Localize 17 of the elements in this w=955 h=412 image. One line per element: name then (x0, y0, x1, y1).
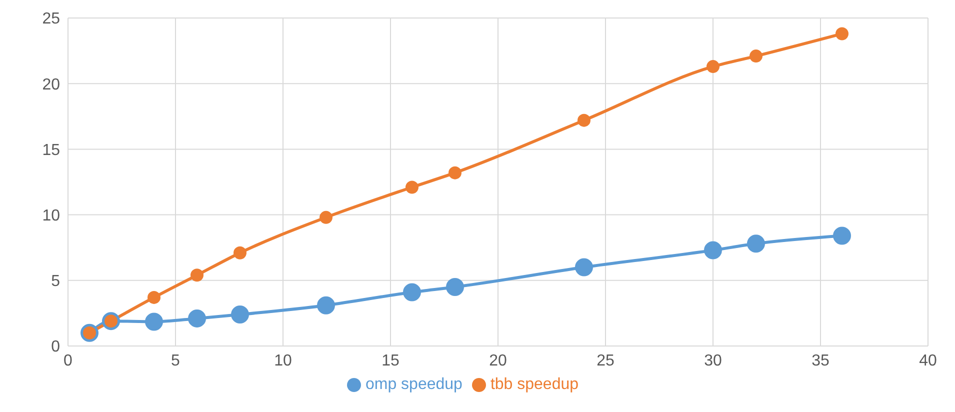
x-tick-label: 25 (596, 352, 614, 370)
x-tick-label: 40 (919, 352, 937, 370)
y-tick-label: 5 (51, 273, 60, 290)
legend-label: tbb speedup (490, 376, 579, 393)
legend-label: omp speedup (365, 376, 462, 393)
y-tick-label: 0 (51, 338, 60, 356)
x-tick-label: 35 (812, 352, 830, 370)
y-tick-label: 10 (42, 207, 60, 224)
x-tick-label: 5 (171, 352, 180, 370)
x-tick-label: 20 (489, 352, 507, 370)
x-tick-label: 0 (64, 352, 73, 370)
x-tick-label: 10 (274, 352, 292, 370)
y-tick-label: 25 (42, 10, 60, 28)
y-tick-label: 15 (42, 142, 60, 159)
x-tick-label: 30 (704, 352, 722, 370)
y-tick-label: 20 (42, 76, 60, 94)
x-tick-label: 15 (382, 352, 400, 370)
